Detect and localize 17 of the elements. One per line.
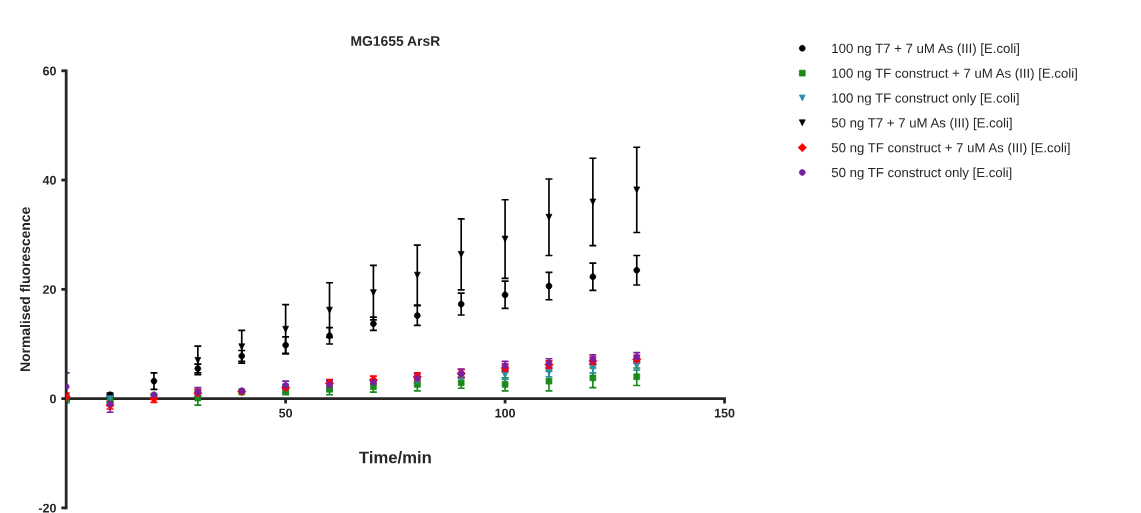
y-tick-label: -20: [38, 503, 56, 513]
y-tick-label: 40: [42, 175, 56, 185]
legend-label: 50 ng T7 + 7 uM As (III) [E.coli]: [831, 117, 1012, 131]
y-axis-title: Normalised fluorescence: [19, 207, 31, 371]
y-tick-label: 20: [42, 285, 56, 294]
legend-label: 50 ng TF construct + 7 uM As (III) [E.coli]: [831, 142, 1070, 155]
y-tick-label: 60: [43, 66, 56, 76]
x-tick-label: 100: [495, 408, 515, 418]
legend-label: 50 ng TF construct only [E.coli]: [831, 167, 1012, 180]
x-tick-label: 50: [279, 408, 293, 418]
chart-title: MG1655 ArsR: [351, 36, 440, 46]
legend-label: 100 ng TF construct only [E.coli]: [832, 93, 1019, 106]
legend-label: 100 ng T7 + 7 uM As (III) [E.coli]: [832, 43, 1019, 56]
legend-label: 100 ng TF construct + 7 uM As (III) [E.coli]: [832, 68, 1077, 81]
x-tick-label: 150: [714, 408, 735, 418]
y-tick-label: 0: [50, 394, 56, 404]
x-axis-title: Time/min: [359, 451, 431, 464]
